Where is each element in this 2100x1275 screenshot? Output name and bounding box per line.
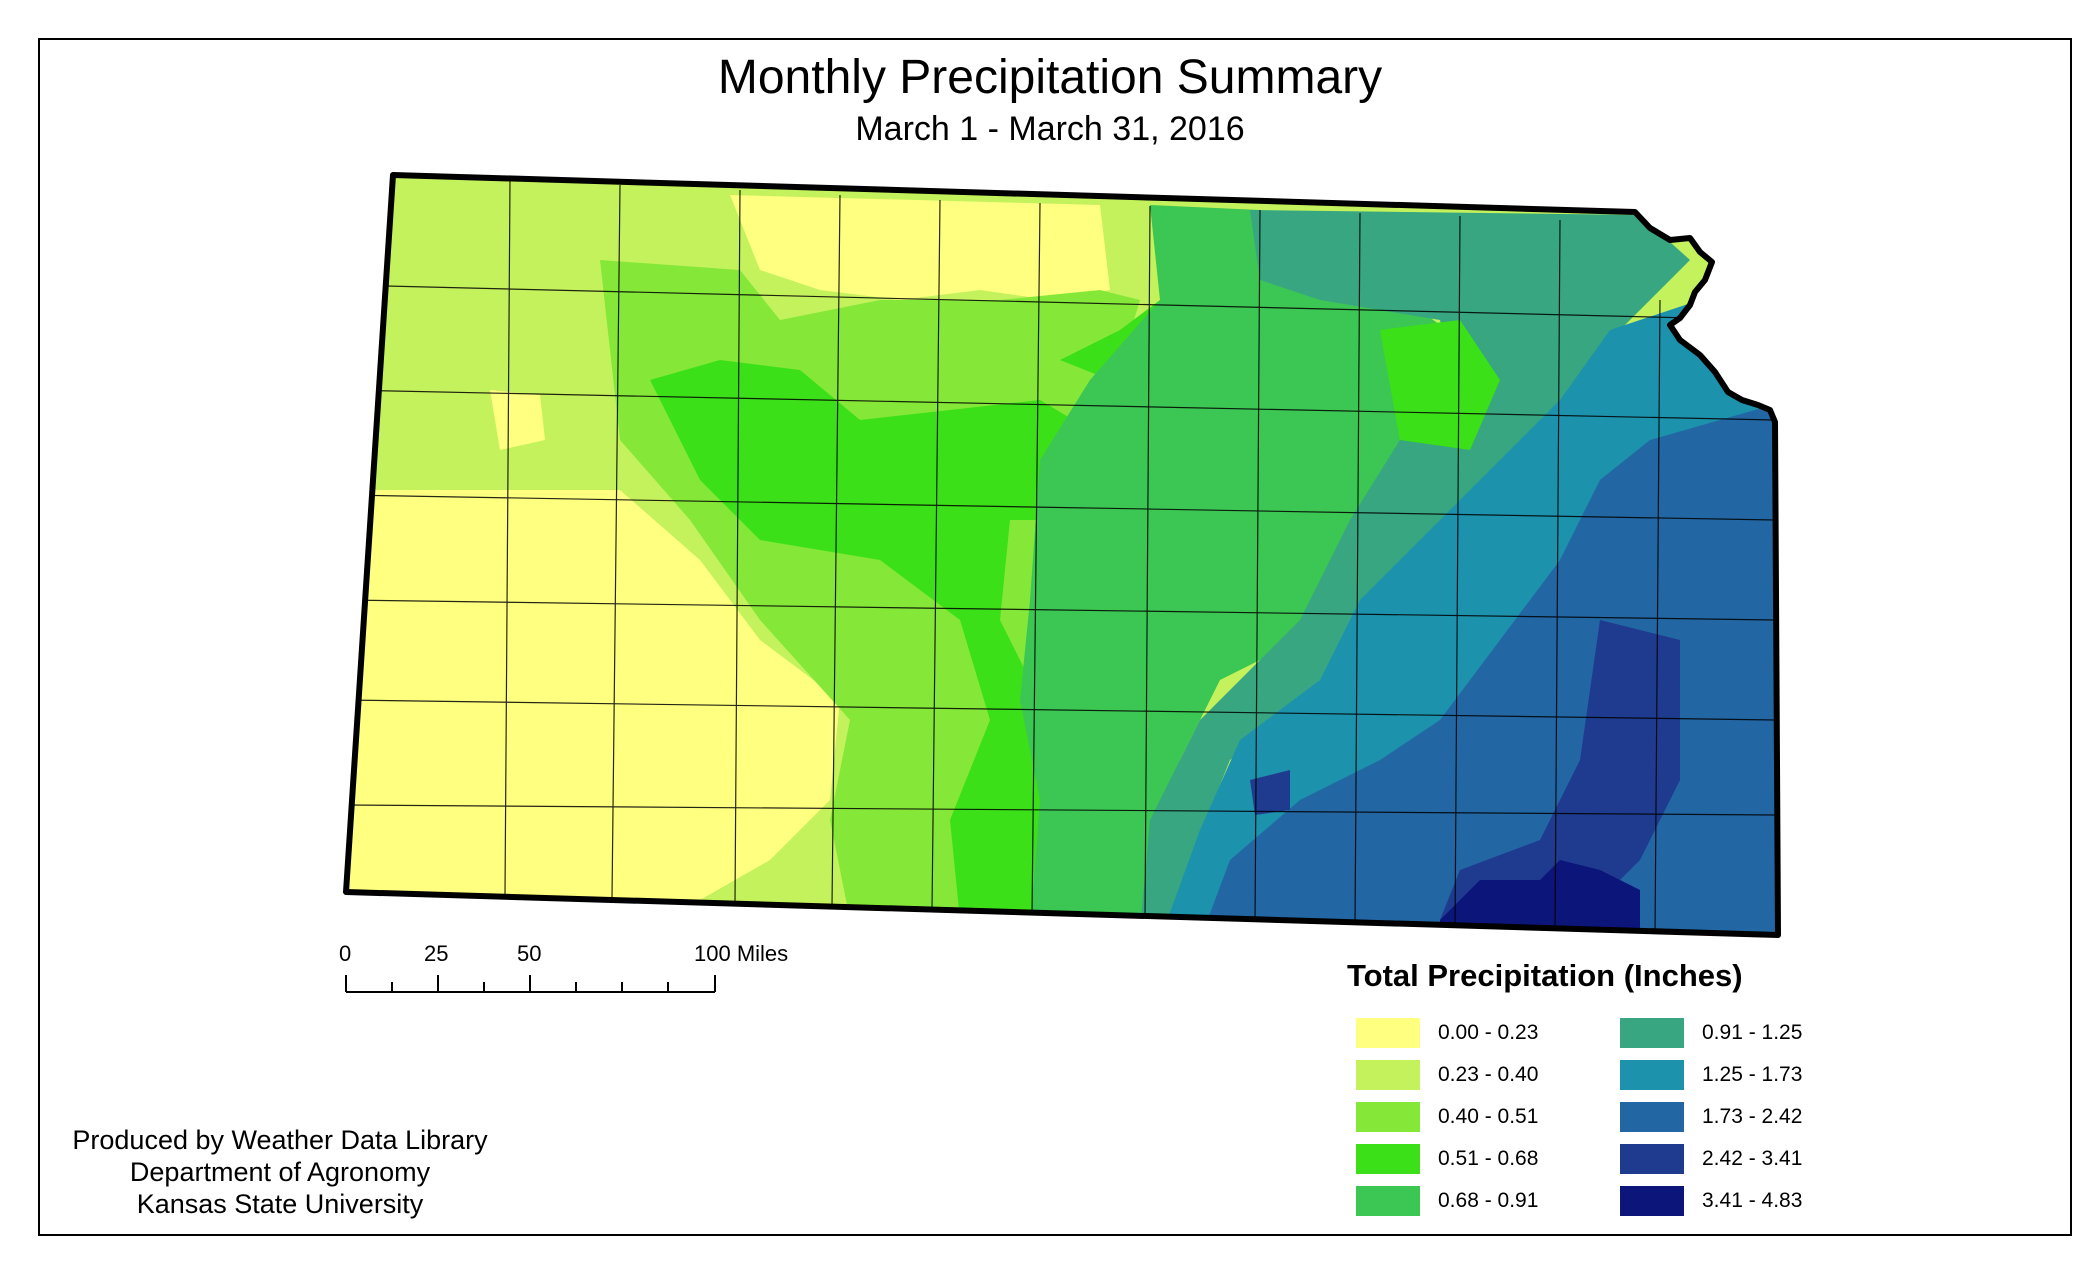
legend-label: 0.23 - 0.40 [1438,1063,1539,1086]
legend-item: 0.51 - 0.68 [1356,1144,1538,1174]
scale-label-100-miles: 100 Miles [694,941,789,966]
legend-swatch [1620,1186,1684,1216]
credits-producer: Produced by Weather Data Library [72,1125,488,1155]
legend-item: 0.00 - 0.23 [1356,1018,1538,1048]
legend-label: 1.25 - 1.73 [1702,1063,1803,1086]
zone-0.00-0.23-patch [490,390,545,450]
map-title: Monthly Precipitation Summary [717,51,1383,104]
legend-swatch [1620,1144,1684,1174]
zone-3.41-4.83 [1440,860,1640,935]
legend-label: 0.00 - 0.23 [1438,1021,1539,1044]
legend-label: 0.68 - 0.91 [1438,1189,1539,1212]
legend-label: 0.91 - 1.25 [1702,1021,1803,1044]
legend-swatch [1356,1018,1420,1048]
legend-swatch [1356,1102,1420,1132]
scale-label-50: 50 [517,941,542,966]
county-boundaries [346,179,1776,935]
legend-item: 0.23 - 0.40 [1356,1060,1538,1090]
legend-swatch [1620,1102,1684,1132]
zone-0.00-0.23-north [730,195,1110,300]
legend-item: 0.91 - 1.25 [1620,1018,1802,1048]
zone-0.00-0.23-southwest [346,490,840,900]
legend-swatch [1620,1018,1684,1048]
legend-label: 0.40 - 0.51 [1438,1105,1539,1128]
legend-swatch [1620,1060,1684,1090]
legend-title: Total Precipitation (Inches) [1347,958,1743,993]
map-subtitle: March 1 - March 31, 2016 [855,110,1245,148]
credits-department: Department of Agronomy [129,1157,431,1187]
legend-item: 0.40 - 0.51 [1356,1102,1538,1132]
legend-swatch [1356,1186,1420,1216]
zone-0.51-0.68 [650,360,1100,920]
zone-2.42-3.41 [1440,620,1680,920]
legend-swatch [1356,1144,1420,1174]
zone-0.51-0.68-pocket [1380,320,1500,450]
legend-item: 1.73 - 2.42 [1620,1102,1802,1132]
credits-university: Kansas State University [136,1189,424,1219]
scale-label-25: 25 [424,941,449,966]
legend-item: 2.42 - 3.41 [1620,1144,1802,1174]
scale-bar [345,975,716,993]
legend-swatch [1356,1060,1420,1090]
legend-item: 3.41 - 4.83 [1620,1186,1802,1216]
legend-label: 3.41 - 4.83 [1702,1189,1803,1212]
scale-label-0: 0 [339,941,352,966]
legend-label: 2.42 - 3.41 [1702,1147,1803,1170]
legend-label: 0.51 - 0.68 [1438,1147,1539,1170]
precipitation-zones [346,175,1778,935]
credits-block: Produced by Weather Data Library Departm… [60,1124,500,1220]
legend-item: 0.68 - 0.91 [1356,1186,1538,1216]
legend-label: 1.73 - 2.42 [1702,1105,1803,1128]
legend-item: 1.25 - 1.73 [1620,1060,1802,1090]
kansas-state-outline [343,172,1781,938]
zone-2.42-3.41-patch [1250,770,1290,815]
zone-0.68-0.91 [1020,205,1460,930]
zone-0.91-1.25 [1140,210,1690,930]
